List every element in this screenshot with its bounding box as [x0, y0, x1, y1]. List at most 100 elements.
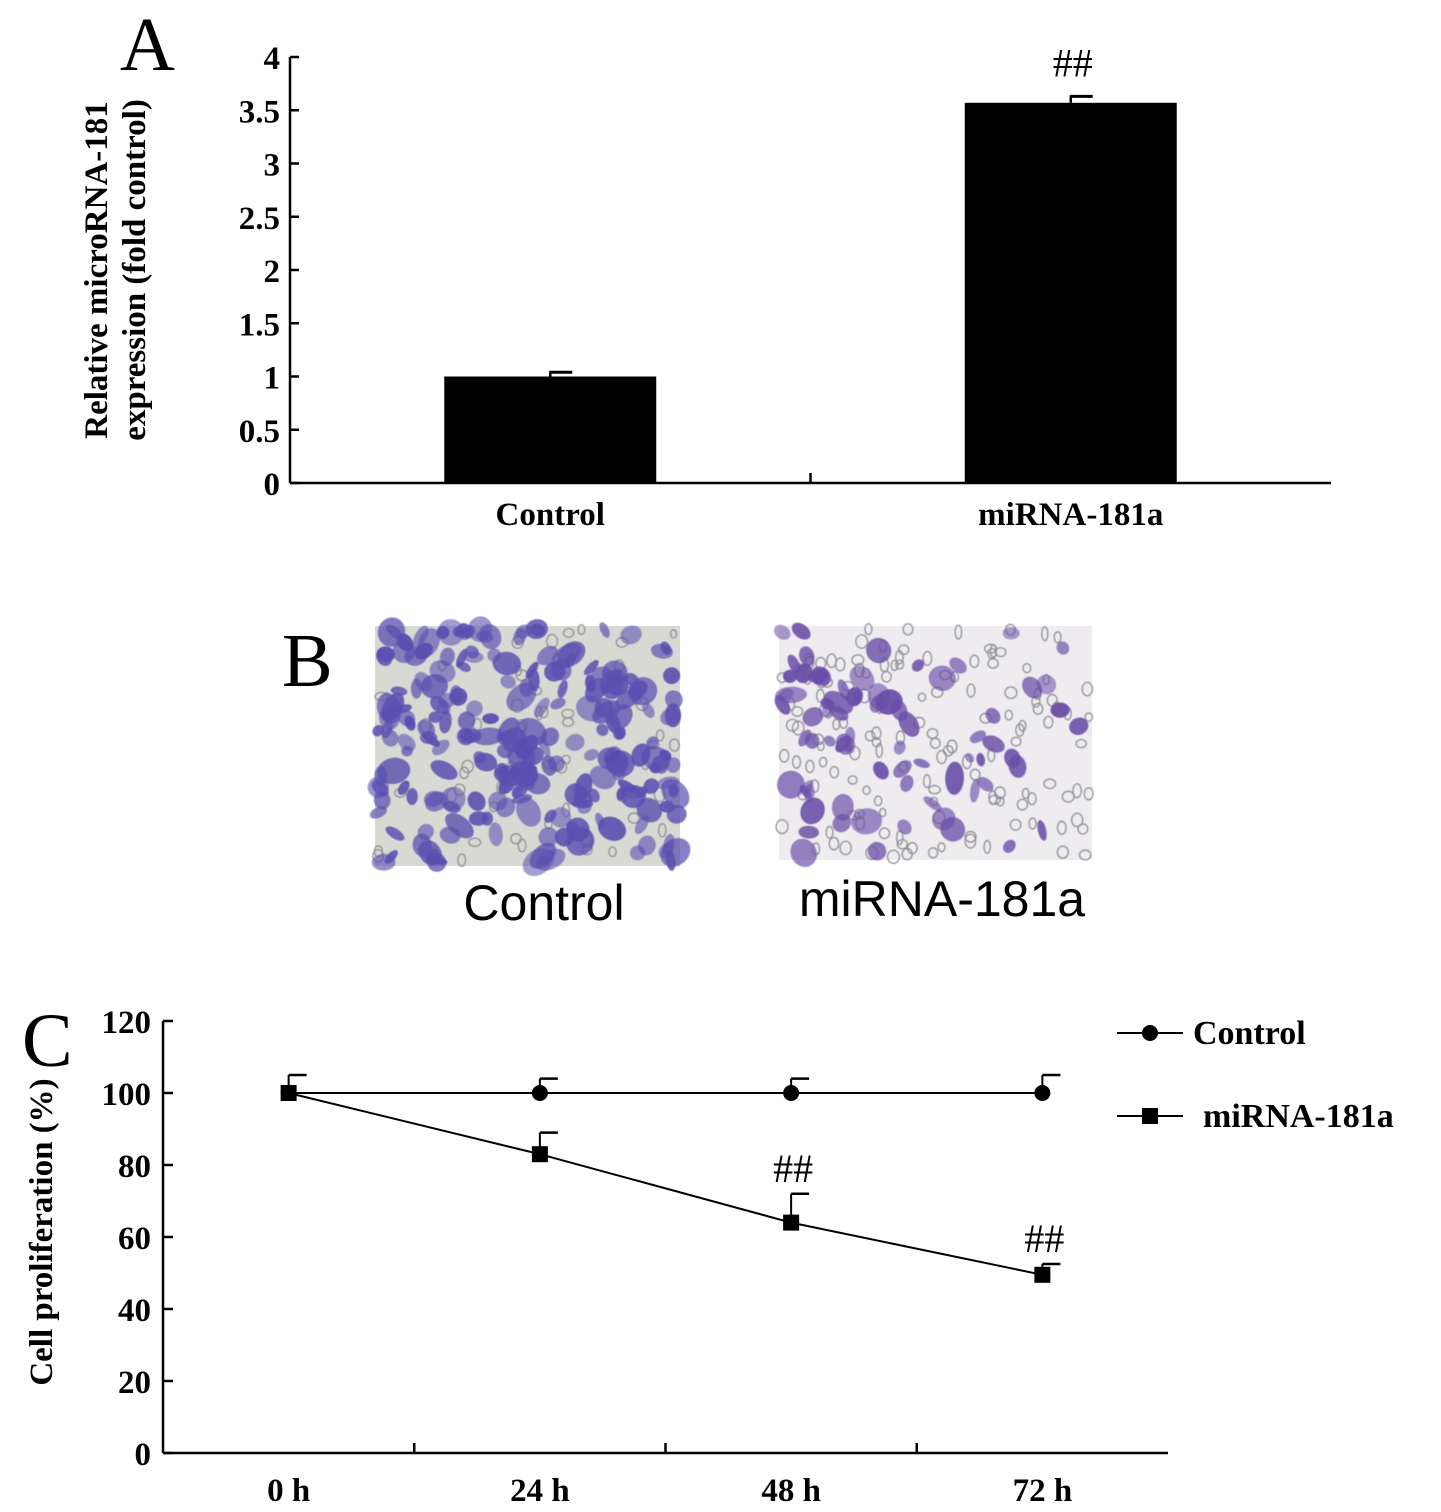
stained-cell: [557, 680, 568, 699]
panel-c-y-tick-label: 100: [102, 1077, 152, 1113]
membrane-pore: [886, 849, 901, 864]
stained-cell: [851, 808, 883, 835]
membrane-pore: [817, 741, 825, 752]
panel-a-y-tick-label: 3.5: [239, 94, 280, 130]
stained-cell: [898, 711, 920, 737]
membrane-pore: [1027, 792, 1037, 806]
stained-cell: [1002, 627, 1020, 640]
stained-cell: [385, 826, 405, 841]
membrane-pore: [875, 742, 883, 759]
stained-cell: [613, 727, 626, 740]
stained-cell: [1050, 702, 1070, 718]
membrane-pore: [906, 841, 918, 855]
membrane-pore: [987, 647, 997, 660]
stained-cell: [660, 641, 672, 655]
stained-cell: [599, 622, 610, 638]
stained-cell: [525, 619, 548, 640]
stained-cell: [592, 700, 621, 724]
stained-cell: [599, 673, 624, 700]
micrograph-control: [367, 616, 691, 877]
stained-cell: [585, 674, 597, 693]
membrane-pore: [902, 623, 914, 636]
stained-cell: [397, 780, 410, 795]
stained-cell: [467, 791, 486, 811]
panel-c-x-tick-label: 24 h: [510, 1473, 570, 1509]
stained-cell: [787, 654, 801, 675]
stained-cell: [1037, 820, 1047, 841]
stained-cell: [393, 704, 412, 714]
membrane-pore: [871, 726, 882, 741]
stained-cell: [381, 729, 399, 747]
membrane-pore: [1043, 715, 1054, 729]
panel-a-y-axis-title-line1: Relative microRNA-181: [79, 101, 115, 439]
stained-cell: [659, 749, 672, 762]
panel-c-y-tick-label: 80: [118, 1149, 151, 1185]
membrane-pore: [468, 837, 482, 848]
membrane-pore: [1083, 787, 1094, 801]
stained-cell: [666, 805, 687, 824]
panel-c-y-tick-label: 60: [118, 1221, 151, 1257]
stained-cell: [472, 727, 504, 746]
stained-cell: [597, 816, 627, 841]
legend-label: miRNA-181a: [1203, 1098, 1394, 1135]
stained-cell: [804, 732, 820, 749]
panel-c-series: ## ##: [280, 1073, 1064, 1283]
stained-cell: [521, 768, 535, 790]
stained-cell: [506, 682, 537, 712]
series-control: [280, 1073, 1061, 1101]
stained-cell: [932, 807, 956, 831]
membrane-pore: [627, 812, 641, 824]
membrane-pore: [510, 833, 522, 845]
stained-cell: [430, 696, 450, 714]
stained-cell: [831, 793, 854, 821]
panel-a-y-tick-label: 1.5: [239, 307, 280, 343]
stained-cell: [663, 667, 681, 685]
micrograph-control-caption: Control: [463, 875, 624, 931]
panel-c-x-tick-label: 0 h: [267, 1473, 310, 1509]
stained-cell: [873, 761, 889, 780]
membrane-pore: [1056, 820, 1067, 835]
membrane-pore: [779, 748, 790, 763]
data-point-square: [783, 1214, 800, 1231]
stained-cell: [544, 809, 557, 823]
membrane-pore: [1004, 709, 1014, 721]
data-point-square: [1034, 1266, 1051, 1283]
membrane-pore: [878, 827, 891, 840]
stained-cell: [657, 776, 680, 789]
stained-cell: [799, 646, 815, 667]
stained-cell: [500, 674, 516, 689]
stained-cell: [371, 853, 396, 871]
data-point-circle: [531, 1085, 548, 1101]
stained-cell: [457, 661, 471, 673]
panel-c-y-ticks: 0 20 40 60 80 100 120: [102, 1005, 173, 1473]
membrane-pore: [993, 786, 1006, 800]
membrane-pore: [1056, 845, 1069, 859]
membrane-pore: [1081, 681, 1094, 697]
panel-c-x-tick-label: 72 h: [1013, 1473, 1073, 1509]
membrane-pore: [929, 737, 941, 749]
stained-cell: [496, 797, 516, 818]
stained-cell: [439, 826, 461, 844]
stained-cell: [658, 843, 674, 859]
membrane-pore: [927, 847, 939, 859]
stained-cell: [515, 735, 539, 759]
stained-cell: [923, 796, 942, 812]
stained-cell: [664, 690, 683, 709]
stained-cell: [414, 671, 433, 693]
stained-cell: [463, 651, 484, 663]
stained-cell: [790, 838, 818, 867]
micrograph-control-cells: [367, 616, 691, 877]
membrane-pore: [847, 775, 858, 785]
data-point-circle: [783, 1085, 800, 1101]
membrane-pore: [1070, 812, 1084, 828]
stained-cell: [664, 703, 682, 728]
panel-a-y-tick-label: 3: [264, 148, 281, 184]
membrane-pore: [1028, 817, 1037, 830]
stained-cell: [802, 707, 824, 727]
membrane-pore: [1009, 818, 1022, 831]
stained-cell: [982, 735, 1005, 753]
membrane-pore: [1021, 787, 1030, 800]
membrane-pore: [1022, 662, 1032, 674]
series-line: [288, 1092, 1043, 1276]
panel-a-y-ticks: 0 0.5 1 1.5 2 2.5 3 3.5 4: [239, 41, 299, 503]
